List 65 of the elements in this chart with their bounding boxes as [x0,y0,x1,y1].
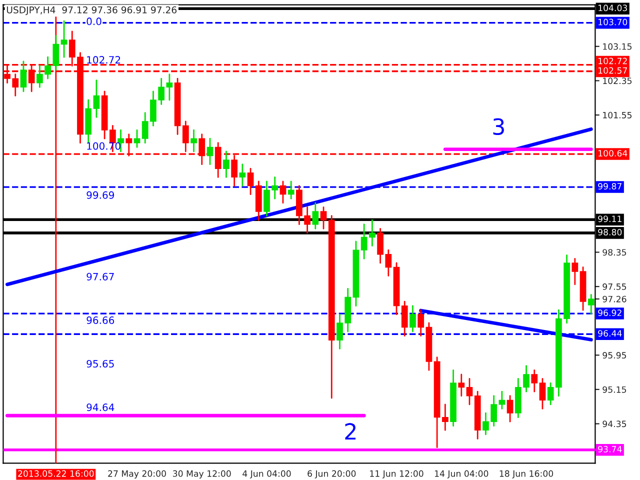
x-tick-label: 30 May 12:00 [173,470,231,478]
candlestick [539,378,546,410]
ref-line-label: 99.11 [598,216,622,222]
candlestick [531,369,538,392]
ref-line-label: 93.74 [598,446,622,452]
ref-line-label: 96.44 [598,330,622,337]
y-tick-label: 97.26 [602,296,626,302]
annotation: 0.0 [86,18,102,26]
x-tick-label: 27 May 20:00 [108,470,166,478]
annotation: 96.66 [86,316,114,324]
candlestick [20,60,27,92]
text: 102.72 [598,58,627,64]
candlestick [223,150,230,178]
x-tick-label: 11 Jun 12:00 [370,470,424,478]
candlestick [239,164,246,186]
ref-line-label: 96.92 [598,310,622,316]
candlestick [190,129,197,152]
annotation: 94.64 [86,404,114,412]
candlestick [166,74,173,101]
candlestick [572,258,578,286]
annotation: 97.67 [86,272,114,280]
y-tick-label: 94.35 [602,420,626,428]
candlestick [60,20,68,58]
ref-line-label: 103.70 [598,18,628,26]
y-tick-label: 103.15 [603,43,632,50]
candlestick [410,305,416,332]
candlestick [506,395,514,422]
chart-title: USDJPY,H4 97.12 97.36 96.91 97.26 [6,6,177,16]
candlestick [206,138,214,166]
annotation: 3 [493,118,504,136]
candlestick [588,294,594,315]
y-tick-label: 98.35 [602,249,626,256]
ref-line-label: 102.57 [598,67,627,74]
y-tick-label: 102.35 [603,78,632,84]
candlestick [134,129,140,148]
annotation: 2 [345,423,356,440]
annotation: 95.65 [86,360,114,368]
candlestick [214,142,222,178]
y-tick-label: 95.15 [602,386,626,393]
candlestick [312,202,319,230]
x-tick-label: 18 Jun 16:00 [500,470,554,478]
x-tick-label: 14 Jun 04:00 [434,470,488,478]
ref-line-label: 102.72 [87,56,120,64]
candlestick [418,309,424,337]
candlestick [401,300,408,337]
candlestick [93,80,100,118]
ref-line-label: 98.80 [598,228,622,236]
ref-line-label: 100.64 [598,150,628,157]
y-tick-label: 95.95 [602,352,626,359]
y-tick-label: 97.55 [602,283,626,290]
candlestick [247,168,254,196]
annotation: 99.69 [86,191,114,199]
candlestick [466,378,473,406]
candlestick [280,180,286,204]
candlestick [442,404,448,431]
x-tick-label: 6 Jun 20:00 [308,470,356,478]
candlestick [288,180,294,200]
ref-line-label: 99.87 [598,183,622,190]
candlestick [458,374,465,397]
x-tick-label: 4 Jun 04:00 [242,470,291,478]
y-tick-label: 101.55 [603,112,632,118]
x-tick-label: 2013.05.22 16:00 [18,470,94,477]
candlestick [498,390,506,410]
candlestick [320,206,327,230]
ref-line-label: 104.03 [598,4,628,12]
